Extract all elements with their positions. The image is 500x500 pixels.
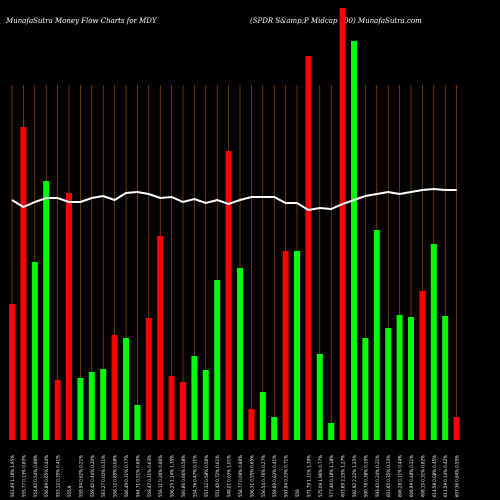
x-tick-label: 559.45 0.44% 0.20% [90, 455, 95, 497]
x-tick-label: 557.94 0.33% 0.71% [284, 455, 289, 497]
bar [88, 372, 95, 440]
bar [77, 378, 84, 440]
bar [259, 392, 266, 440]
bar [145, 318, 152, 440]
x-tick-label: 559.94 0.62% 0.21% [78, 455, 83, 497]
bar [316, 354, 323, 440]
bar [123, 338, 129, 440]
bar [9, 304, 15, 440]
x-tick-label: 607.36 0.64% 0.55% [455, 455, 460, 497]
bar [362, 338, 369, 440]
bar [225, 151, 232, 440]
bar [271, 417, 278, 440]
x-tick-label: 549.01 0.03% 1.01% [227, 455, 232, 497]
x-tick-label: 558.77 0.09% 0.88% [238, 455, 243, 497]
x-tick-label: 556.54 0.76% 0.27% [261, 455, 266, 497]
bar [408, 317, 414, 440]
x-tick-label: 566.49 0.31% 0.77% [124, 455, 129, 497]
chart-title: MunafaSutra Money Flow Charts for MDY [5, 17, 158, 25]
bar [453, 417, 460, 440]
x-tick-label: 559.69 0.63% 0.41% [272, 455, 277, 497]
bar [180, 382, 186, 440]
bar [328, 423, 335, 440]
x-tick-label: 556.25 1.14% 1.35% [170, 455, 175, 497]
bar [31, 262, 38, 440]
bar [339, 8, 346, 440]
x-tick-label: 558.12 0.65% 0.08% [113, 455, 118, 497]
x-tick-label: 593.43 0.24% 0.21% [375, 455, 380, 497]
bar [214, 280, 221, 440]
bar [54, 380, 61, 440]
x-tick-label: 556.89 0.65% 0.44% [44, 455, 49, 497]
x-tick-label: 592.92 2.22% 1.25% [352, 455, 357, 497]
x-tick-label: 555.77 0.13% 0.83% [21, 455, 26, 497]
bar [248, 409, 255, 440]
x-tick-label: 559.11 0.26% 0.66% [158, 455, 163, 497]
x-tick-label: 609.99 0.48% 0.21% [409, 455, 414, 497]
bar [202, 370, 209, 440]
x-tick-label: 614.58 0.08% 0.45% [432, 455, 437, 497]
bar [20, 127, 27, 440]
bar [100, 369, 107, 440]
bar [66, 193, 72, 440]
x-tick-label: 556.31 0.55% 0.65% [249, 455, 254, 497]
bar [282, 251, 289, 440]
x-tick-label: 553.12 0.35% 0.41% [56, 455, 61, 497]
x-tick-label: 554.92 0.54% 0.89% [33, 455, 38, 497]
bar [157, 236, 164, 440]
bar [419, 291, 426, 440]
bar [373, 230, 380, 440]
x-tick-label: 555.9 [67, 485, 72, 497]
x-tick-label: 603.65 0.35% 0.13% [386, 455, 391, 497]
bar [305, 56, 312, 440]
bar [134, 405, 141, 440]
bar [294, 251, 300, 440]
x-tick-label: 611.59 0.14% 0.42% [443, 455, 448, 497]
x-tick-label: 563.27 0.02% 0.31% [101, 455, 106, 497]
x-tick-label: 560.86 0.66% 0.58% [181, 455, 186, 497]
bar [430, 244, 437, 440]
x-tick-label: 590.78 0.38% 0.35% [363, 455, 368, 497]
x-tick-label: 571.79 1.11% 1.39% [306, 455, 311, 497]
bar [237, 268, 243, 440]
x-tick-label: 557.32 0.58% 0.56% [204, 455, 209, 497]
bar [396, 315, 403, 440]
x-tick-label: 603.69 2.25% 1.27% [341, 455, 346, 497]
money-flow-line [11, 187, 457, 212]
bar [43, 181, 50, 440]
bar [111, 335, 118, 440]
x-tick-label: 564.71 0.51% 0.69% [135, 455, 140, 497]
bar [351, 41, 357, 440]
bar [442, 316, 449, 440]
x-tick-label: 559 [295, 489, 300, 497]
x-tick-label: 575.09 1.96% 0.77% [318, 455, 323, 497]
x-tick-label: 577.46 0.18% 1.18% [329, 455, 334, 497]
bar [168, 376, 175, 440]
x-tick-label: 608.15 0.31% 0.82% [420, 455, 425, 497]
chart-subtitle: (SPDR S&amp;P Midcap 400) MunafaSutra.co… [250, 17, 422, 25]
bar [191, 356, 198, 440]
bar [385, 328, 392, 440]
x-tick-label: 559.47 0.11% 0.63% [147, 455, 152, 497]
x-tick-label: 554.76 0.47% 0.31% [192, 455, 197, 497]
x-tick-label: 561.49 1.18% 1.95% [10, 455, 15, 497]
x-tick-label: 606.28 0.11% 0.44% [398, 455, 403, 497]
x-tick-label: 551.45 0.72% 0.61% [215, 455, 220, 497]
